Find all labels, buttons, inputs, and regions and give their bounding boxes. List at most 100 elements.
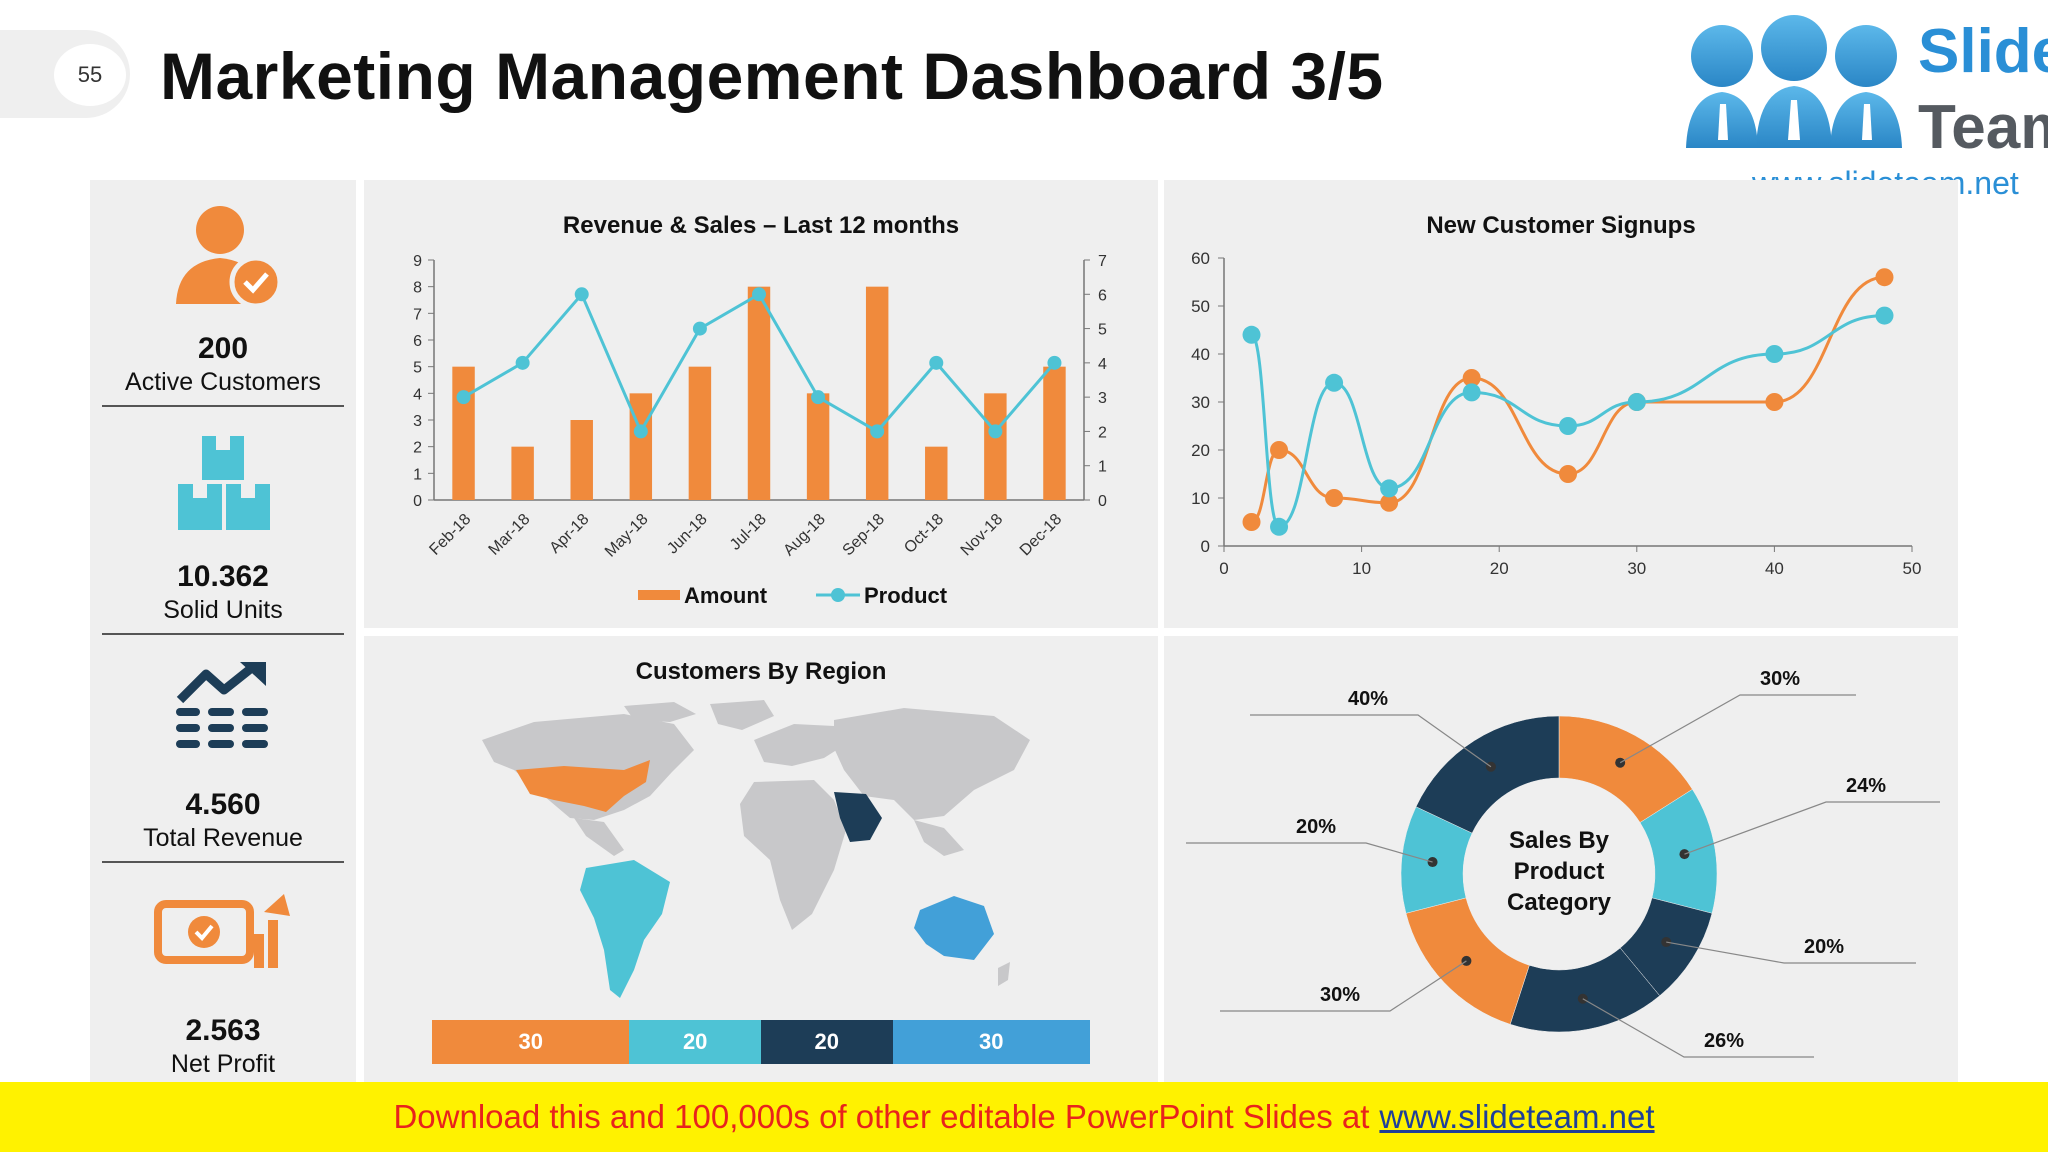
leader-line (1582, 998, 1814, 1058)
signups-chart: 0 10 20 30 40 50 60 0 10 20 30 40 50 (1191, 249, 1922, 578)
donut-hole (1465, 780, 1653, 968)
point-orange (1765, 393, 1784, 411)
divider (102, 861, 344, 863)
region-segment-2: 20 (629, 1020, 761, 1064)
boxes-icon (178, 436, 270, 530)
point-orange (1242, 513, 1261, 531)
slice-label: 24% (1846, 775, 1886, 797)
banner-link[interactable]: www.slideteam.net (1379, 1098, 1655, 1135)
point-product (456, 390, 471, 405)
point-teal (1875, 306, 1894, 325)
donut-slice (1415, 715, 1560, 834)
x-tick-label: 30 (1627, 559, 1646, 578)
y-tick-label: 20 (1191, 441, 1210, 460)
legend-label-product: Product (864, 583, 948, 608)
y-tick-label-left: 8 (413, 280, 422, 297)
point-teal (1765, 345, 1784, 363)
x-tick-label: Feb-18 (427, 511, 475, 559)
arctic-shape (624, 702, 696, 722)
bar-amount (511, 446, 534, 500)
y-tick-label-left: 5 (413, 360, 422, 377)
donut-center-label-line: Product (1514, 858, 1605, 885)
money-growth-icon (154, 894, 290, 968)
y-tick-label-left: 2 (413, 440, 422, 457)
x-tick-label: May-18 (602, 511, 652, 561)
point-orange (1559, 465, 1577, 483)
kpi-value-solid-units: 10.362 (177, 560, 269, 593)
point-product (752, 287, 766, 302)
kpi-label-solid-units: Solid Units (163, 596, 283, 624)
x-tick-label: Nov-18 (958, 511, 1007, 560)
leader-line (1666, 941, 1916, 964)
revenue-sales-chart: 0 1 2 3 4 5 6 7 8 9 0 1 2 3 4 5 6 7 Feb-18 Mar-18 Apr-18 May-… (413, 253, 1107, 608)
x-tick-label: Mar-18 (486, 511, 534, 559)
bar-amount (452, 366, 475, 500)
point-orange (1325, 489, 1344, 507)
x-tick-label: Oct-18 (901, 511, 947, 557)
central-america-shape (574, 818, 624, 856)
chart-title: New Customer Signups (1426, 212, 1696, 239)
africa-shape (740, 780, 846, 930)
point-product (692, 321, 707, 336)
slide-number: 55 (54, 44, 126, 106)
region-stacked-bar: 30 20 20 30 (432, 1020, 1090, 1064)
team-people-icon: Slide Team www.slideteam.net (1686, 15, 2048, 201)
legend-swatch-amount (638, 590, 680, 600)
x-tick-label: 50 (1903, 559, 1922, 578)
y-tick-label-left: 9 (413, 253, 422, 270)
y-tick-label-right: 7 (1098, 253, 1107, 270)
y-tick-label: 30 (1191, 393, 1210, 412)
slice-label: 30% (1760, 668, 1800, 690)
slice-label: 26% (1704, 1030, 1744, 1052)
signups-panel: New Customer Signups 0 10 20 30 40 50 60 0 10 20 3… (1164, 180, 1958, 628)
y-tick-label-right: 4 (1098, 356, 1107, 373)
growth-chart-icon (176, 662, 268, 748)
legend-label-amount: Amount (684, 583, 768, 608)
leader-line (1220, 960, 1467, 1012)
y-tick-label-left: 4 (413, 386, 422, 403)
kpi-panel: 200 Active Customers 10.362 Solid Units … (90, 180, 356, 1082)
point-teal (1627, 393, 1646, 411)
north-america-shape (482, 714, 694, 820)
point-product (988, 424, 1003, 439)
donut-center-label-line: Category (1507, 889, 1612, 916)
point-teal (1242, 325, 1261, 344)
x-tick-label: Jul-18 (727, 511, 770, 554)
kpi-label-net-profit: Net Profit (170, 1050, 276, 1078)
brand-line2: Team (1918, 93, 2048, 162)
australia-shape (914, 896, 994, 960)
y-tick-label-right: 2 (1098, 424, 1107, 441)
point-teal (1559, 417, 1577, 435)
kpi-label-total-revenue: Total Revenue (143, 824, 303, 852)
y-tick-label: 50 (1191, 297, 1210, 316)
y-tick-label-right: 0 (1098, 493, 1107, 510)
southeast-asia-shape (914, 820, 964, 856)
slice-marker (1461, 955, 1472, 966)
kpi-label-active-customers: Active Customers (125, 368, 321, 396)
x-tick-label: Jun-18 (664, 511, 711, 558)
bar-amount (925, 446, 948, 500)
y-tick-label-left: 6 (413, 333, 422, 350)
y-tick-label: 0 (1201, 537, 1210, 556)
brand-logo[interactable]: Slide Team www.slideteam.net (1640, 0, 2048, 201)
x-tick-label: 20 (1490, 559, 1509, 578)
bar-amount (688, 366, 712, 500)
new-zealand-shape (998, 962, 1010, 986)
y-tick-label: 60 (1191, 249, 1210, 268)
point-product (574, 287, 589, 302)
kpi-value-active-customers: 200 (197, 332, 249, 365)
chart-title: Revenue & Sales – Last 12 months (562, 212, 960, 239)
slice-label: 40% (1348, 688, 1388, 710)
slice-label: 20% (1804, 936, 1844, 958)
bar-amount (984, 393, 1007, 500)
brand-line1: Slide (1918, 17, 2048, 86)
y-tick-label: 10 (1191, 489, 1210, 508)
slice-marker (1661, 937, 1672, 948)
region-panel: Customers By Region 30 20 20 30 (364, 636, 1158, 1082)
y-tick-label-left: 7 (413, 306, 422, 323)
middle-east-shape (834, 792, 882, 842)
kpi-value-net-profit: 2.563 (185, 1014, 261, 1047)
download-banner[interactable]: Download this and 100,000s of other edit… (0, 1082, 2048, 1152)
point-teal (1325, 373, 1344, 392)
x-tick-label: Aug-18 (780, 511, 829, 560)
